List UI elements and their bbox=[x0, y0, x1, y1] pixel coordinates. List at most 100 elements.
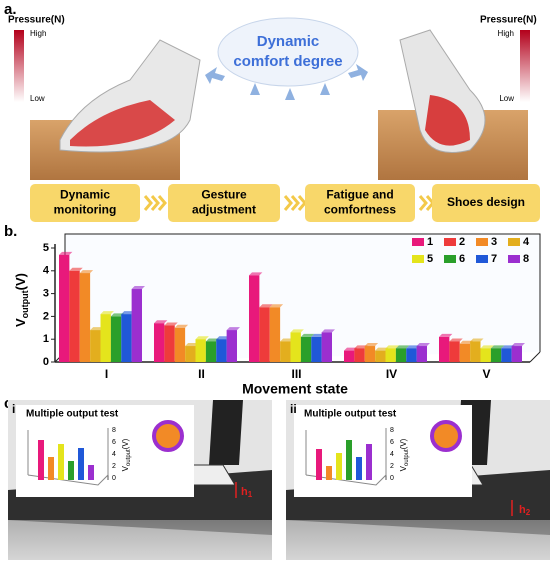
bar-top bbox=[406, 345, 420, 349]
bar-top bbox=[174, 324, 189, 328]
height-label: h2 bbox=[519, 504, 531, 517]
subpanel-label: i bbox=[12, 402, 15, 416]
bar bbox=[195, 339, 206, 362]
inset-bar bbox=[68, 461, 74, 480]
bar bbox=[501, 348, 512, 362]
bar-top bbox=[459, 340, 474, 344]
chevron bbox=[283, 195, 293, 211]
bar bbox=[470, 341, 481, 362]
inset-tick: 8 bbox=[390, 427, 394, 434]
legend-label: 8 bbox=[523, 253, 529, 265]
x-tick-label: III bbox=[291, 367, 301, 381]
inset-tick: 2 bbox=[390, 463, 394, 470]
insole-map bbox=[430, 420, 462, 452]
bar bbox=[490, 348, 502, 362]
bar-top bbox=[164, 322, 178, 326]
bar bbox=[511, 346, 522, 362]
bar bbox=[121, 314, 132, 362]
inset-bar bbox=[366, 444, 372, 480]
y-tick-label: 1 bbox=[43, 333, 49, 345]
step-box bbox=[168, 184, 280, 222]
inset-axis-label: Voutput(V) bbox=[121, 438, 131, 471]
bar bbox=[59, 254, 70, 362]
cloud-text: comfort degree bbox=[233, 53, 342, 70]
label-part: output bbox=[404, 449, 410, 466]
bar bbox=[185, 346, 196, 362]
bar bbox=[131, 289, 142, 362]
inset-tick: 6 bbox=[112, 439, 116, 446]
legend-label: 2 bbox=[459, 236, 465, 248]
legend-swatch bbox=[476, 238, 488, 246]
legend-swatch bbox=[412, 255, 424, 263]
floor bbox=[8, 520, 272, 560]
bar bbox=[259, 307, 270, 362]
bar bbox=[449, 341, 460, 362]
bar bbox=[385, 348, 396, 362]
bar-top bbox=[354, 345, 368, 349]
high-label: High bbox=[498, 29, 514, 38]
floor bbox=[286, 520, 550, 560]
inset-tick: 4 bbox=[390, 451, 394, 458]
bar bbox=[354, 348, 365, 362]
bar bbox=[205, 341, 217, 362]
inset-title: Multiple output test bbox=[304, 409, 397, 420]
bar-top bbox=[375, 347, 389, 351]
subpanel-label: ii bbox=[290, 402, 297, 416]
bar-top bbox=[195, 336, 209, 340]
bar bbox=[90, 330, 101, 362]
bar bbox=[321, 332, 332, 362]
bar bbox=[280, 341, 291, 362]
x-axis-depth bbox=[529, 351, 541, 363]
step-text: Fatigue and bbox=[326, 188, 393, 202]
label-part: V bbox=[399, 465, 408, 471]
bar bbox=[290, 332, 301, 362]
label-part: h bbox=[241, 486, 248, 498]
bar-top bbox=[344, 347, 358, 351]
inset-bar bbox=[78, 448, 84, 480]
low-label: Low bbox=[499, 94, 514, 103]
label-part: (V) bbox=[399, 438, 408, 449]
label-part: h bbox=[519, 504, 526, 516]
bar-top bbox=[131, 286, 145, 290]
step-text: Shoes design bbox=[447, 195, 525, 209]
panel-label: a. bbox=[4, 1, 17, 18]
cloud-text: Dynamic bbox=[257, 33, 320, 50]
step-box bbox=[305, 184, 415, 222]
bar bbox=[439, 336, 450, 362]
inset-title: Multiple output test bbox=[26, 409, 119, 420]
bar-top bbox=[259, 304, 273, 308]
bar-top bbox=[300, 333, 315, 337]
bar bbox=[164, 325, 175, 362]
bar-top bbox=[216, 336, 230, 340]
bar bbox=[480, 348, 491, 362]
bar-top bbox=[416, 343, 430, 347]
bar bbox=[249, 275, 260, 362]
panel-label: b. bbox=[4, 223, 17, 240]
bar-top bbox=[121, 311, 135, 315]
bar bbox=[79, 273, 91, 362]
legend-label: 4 bbox=[523, 236, 530, 248]
leg bbox=[209, 400, 243, 465]
arrows bbox=[205, 64, 368, 100]
y-tick-label: 5 bbox=[43, 242, 49, 254]
x-tick-label: I bbox=[105, 367, 108, 381]
inset-bar bbox=[48, 457, 54, 480]
chevron bbox=[150, 195, 160, 211]
inset-tick: 2 bbox=[112, 463, 116, 470]
y-axis-label: Voutput(V) bbox=[13, 273, 30, 327]
inset-bar bbox=[316, 449, 322, 480]
bar bbox=[216, 339, 227, 362]
x-tick-label: IV bbox=[386, 367, 397, 381]
legend-title: Pressure(N) bbox=[480, 15, 537, 26]
bar bbox=[110, 316, 122, 362]
low-label: Low bbox=[30, 94, 45, 103]
legend-title: Pressure(N) bbox=[8, 15, 65, 26]
bar-top bbox=[364, 343, 379, 347]
step-text: adjustment bbox=[192, 203, 256, 217]
bar bbox=[459, 343, 471, 362]
bar-top bbox=[79, 270, 94, 274]
step-text: Dynamic bbox=[60, 188, 110, 202]
x-tick-label: II bbox=[198, 367, 205, 381]
